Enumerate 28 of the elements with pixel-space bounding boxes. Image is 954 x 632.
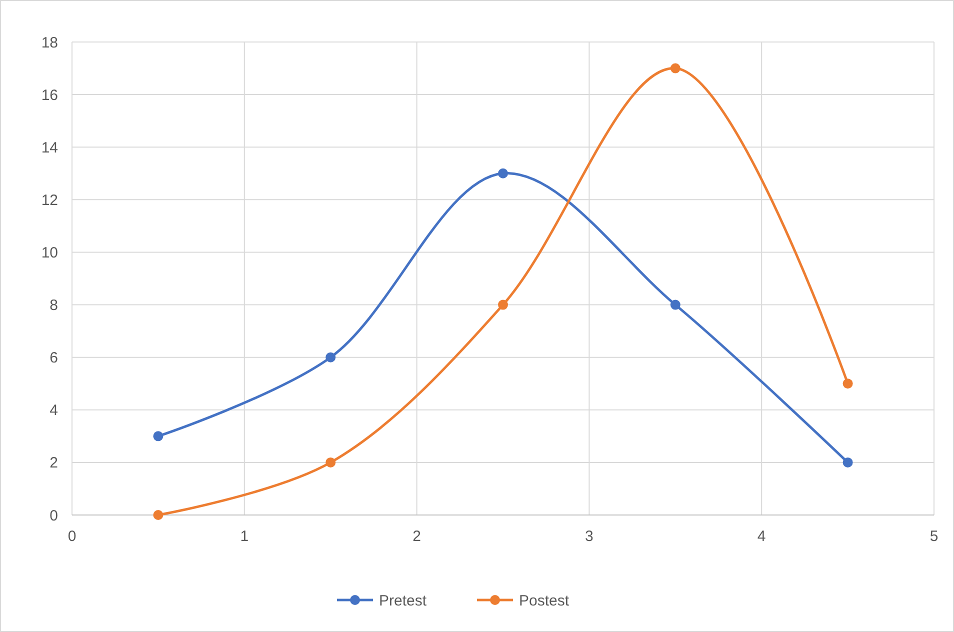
x-tick-label: 5: [930, 528, 938, 545]
point: [670, 300, 680, 310]
x-tick-label: 0: [68, 528, 76, 545]
y-tick-label: 18: [41, 34, 58, 52]
y-tick-label: 0: [50, 507, 58, 524]
point: [326, 457, 336, 468]
point: [670, 63, 680, 74]
x-tick-label: 1: [240, 528, 249, 545]
point: [153, 431, 164, 442]
point: [498, 168, 508, 178]
point: [842, 457, 853, 468]
y-tick-label: 10: [41, 244, 58, 262]
x-tick-label: 3: [585, 528, 594, 545]
y-tick-label: 2: [50, 454, 58, 472]
y-tick-label: 16: [41, 86, 58, 104]
y-tick-label: 4: [50, 402, 58, 420]
point: [153, 510, 164, 520]
point: [326, 352, 336, 362]
y-tick-label: 6: [50, 350, 58, 367]
x-tick-label: 2: [412, 528, 421, 545]
point: [498, 300, 508, 310]
legend-label: Postest: [519, 592, 570, 610]
point: [842, 378, 853, 389]
legend-label: Pretest: [379, 592, 428, 610]
x-tick-label: 4: [757, 528, 766, 545]
y-tick-label: 8: [50, 297, 58, 314]
y-tick-label: 12: [41, 192, 58, 209]
y-tick-label: 14: [41, 139, 58, 156]
